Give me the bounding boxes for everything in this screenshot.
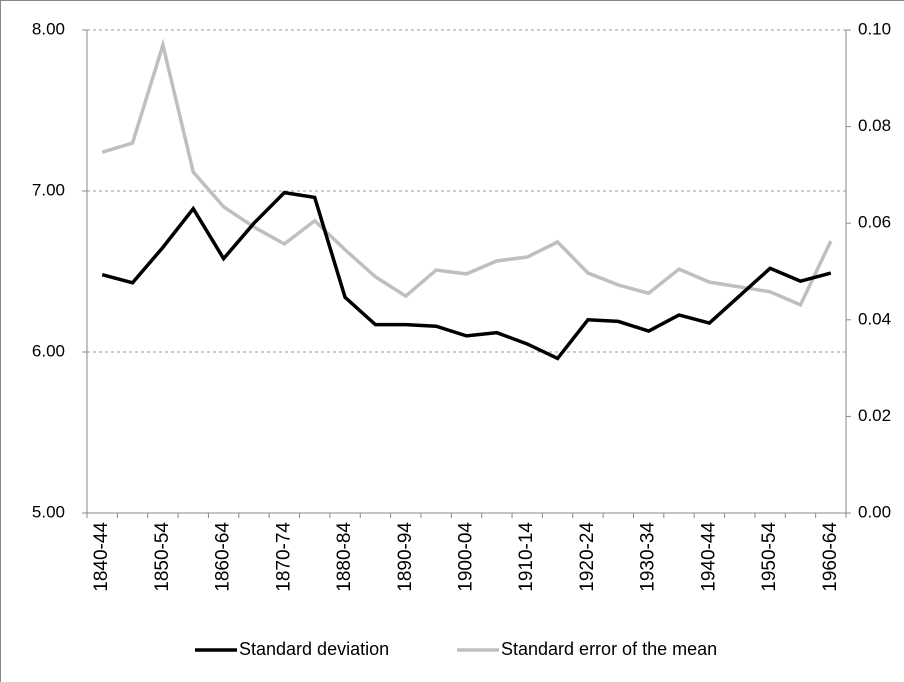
y2-tick-label: 0.08	[858, 116, 891, 135]
x-tick-label: 1860-64	[213, 522, 234, 592]
series-line	[101, 190, 832, 361]
y2-tick-label: 0.10	[858, 19, 891, 38]
legend-label: Standard error of the mean	[501, 639, 717, 659]
x-tick-label: 1930-34	[638, 522, 659, 592]
series-line	[101, 38, 833, 308]
y2-tick-label: 0.00	[858, 502, 891, 521]
x-tick-label: 1850-54	[152, 522, 173, 592]
y-tick-label: 7.00	[32, 180, 65, 199]
y-tick-label: 8.00	[32, 19, 65, 38]
x-tick-label: 1940-44	[698, 522, 719, 592]
y-tick-label: 5.00	[32, 502, 65, 521]
x-tick-label: 1840-44	[91, 522, 112, 592]
x-tick-label: 1960-64	[820, 522, 841, 592]
y-tick-label: 6.00	[32, 341, 65, 360]
x-tick-label: 1900-04	[456, 522, 477, 592]
x-tick-label: 1910-14	[516, 522, 537, 592]
x-tick-label: 1890-94	[395, 522, 416, 592]
y2-tick-label: 0.02	[858, 406, 891, 425]
legend-label: Standard deviation	[239, 639, 389, 659]
x-tick-label: 1950-54	[759, 522, 780, 592]
y2-tick-label: 0.06	[858, 213, 891, 232]
x-tick-label: 1870-74	[273, 522, 294, 592]
x-tick-label: 1880-84	[334, 522, 355, 592]
x-tick-label: 1920-24	[577, 522, 598, 592]
y2-tick-label: 0.04	[858, 309, 891, 328]
